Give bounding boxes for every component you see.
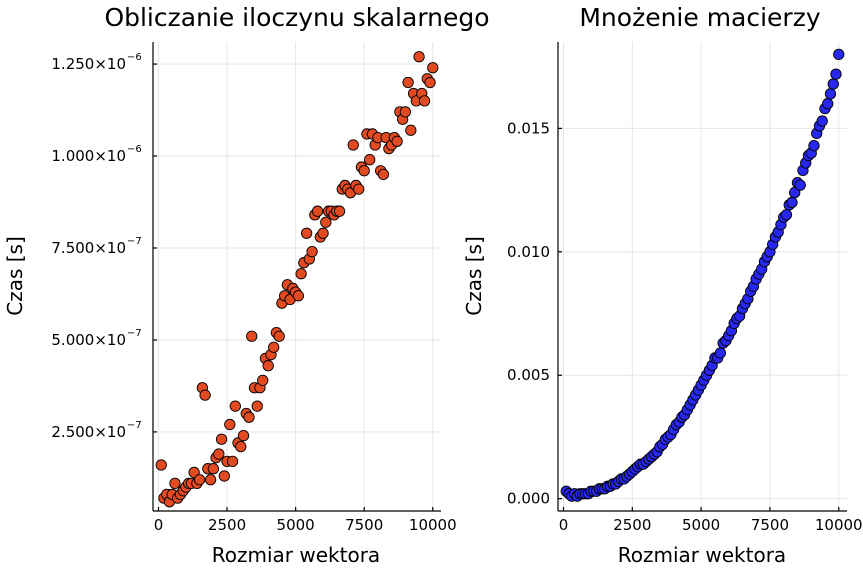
x-axis-label: Rozmiar wektora — [618, 543, 786, 567]
data-point — [262, 360, 274, 372]
data-point — [193, 474, 206, 486]
data-point — [235, 440, 247, 453]
y-axis-label: Czas [s] — [3, 236, 27, 316]
y-axis-label: Czas [s] — [462, 236, 486, 316]
y-tick-exponent: −6 — [127, 52, 142, 63]
data-point — [358, 165, 370, 177]
y-tick-label: 1.000×10 — [51, 147, 126, 165]
data-point — [268, 341, 280, 353]
panel-dot-product: Obliczanie iloczynu skalarnego Rozmiar w… — [3, 3, 490, 567]
data-point — [827, 78, 839, 90]
data-point — [251, 400, 263, 412]
data-point — [306, 246, 318, 258]
data-point — [424, 76, 436, 89]
x-tick-label: 2500 — [208, 516, 246, 534]
data-points — [155, 51, 439, 508]
axes — [152, 42, 441, 512]
data-point — [391, 135, 403, 147]
x-tick-label: 0 — [154, 516, 164, 534]
data-point — [418, 95, 431, 107]
x-axis-label: Rozmiar wektora — [212, 543, 380, 567]
y-tick-label: 0.010 — [507, 243, 550, 261]
y-tick-label: 0.000 — [507, 490, 550, 508]
data-point — [226, 455, 239, 467]
data-point — [204, 474, 217, 486]
data-points — [560, 48, 845, 502]
data-point — [311, 205, 324, 217]
data-point — [808, 140, 820, 152]
data-point — [413, 51, 425, 63]
data-point — [347, 139, 359, 151]
y-tick-exponent: −6 — [127, 144, 142, 155]
data-point — [377, 168, 390, 181]
data-point — [218, 470, 230, 482]
data-point — [295, 268, 307, 280]
data-point — [155, 459, 167, 471]
data-point — [246, 330, 258, 342]
data-point — [364, 154, 376, 166]
data-point — [405, 124, 417, 136]
data-point — [229, 400, 241, 412]
y-tick-label: 5.000×10 — [51, 331, 126, 349]
data-point — [207, 463, 219, 475]
data-point — [320, 216, 332, 228]
data-point — [824, 88, 837, 100]
data-point — [816, 115, 828, 127]
data-point — [292, 290, 305, 302]
y-tick-label: 0.005 — [507, 366, 550, 384]
x-tick-label: 10000 — [815, 516, 863, 534]
y-tick-label: 1.250×10 — [51, 55, 126, 73]
x-tick-label: 10000 — [409, 516, 457, 534]
data-point — [237, 429, 250, 442]
data-point — [169, 477, 181, 490]
data-point — [257, 374, 269, 387]
grid — [153, 42, 441, 511]
y-tick-label: 0.015 — [507, 119, 550, 137]
x-tick-label: 7500 — [345, 516, 383, 534]
data-point — [243, 411, 255, 423]
x-tick-label: 5000 — [277, 516, 315, 534]
data-point — [830, 68, 842, 80]
chart-title: Mnożenie macierzy — [579, 3, 820, 32]
data-point — [215, 433, 228, 445]
data-point — [794, 179, 806, 191]
y-tick-exponent: −7 — [127, 420, 142, 431]
data-point — [199, 389, 211, 401]
data-point — [300, 227, 313, 239]
grid — [558, 42, 847, 511]
y-tick-exponent: −7 — [127, 328, 142, 339]
data-point — [714, 347, 727, 359]
x-tick-label: 5000 — [682, 516, 720, 534]
panel-matrix-multiplication: Mnożenie macierzy Rozmiar wektora Czas [… — [462, 3, 863, 567]
data-point — [213, 448, 225, 460]
x-tick-label: 7500 — [751, 516, 789, 534]
data-point — [786, 196, 798, 209]
data-point — [273, 330, 285, 342]
x-tick-label: 2500 — [613, 516, 651, 534]
y-tick-label: 7.500×10 — [51, 239, 126, 257]
chart-title: Obliczanie iloczynu skalarnego — [104, 3, 489, 32]
data-point — [780, 209, 793, 221]
data-point — [224, 418, 236, 431]
data-point — [822, 98, 834, 110]
x-tick-label: 0 — [559, 516, 569, 534]
data-point — [353, 183, 365, 195]
data-point — [427, 62, 439, 74]
data-point — [333, 205, 346, 217]
y-tick-label: 2.500×10 — [51, 423, 126, 441]
data-point — [317, 227, 329, 239]
y-tick-exponent: −7 — [127, 236, 142, 247]
axes — [557, 42, 847, 512]
data-point — [833, 48, 845, 60]
data-point — [399, 106, 411, 118]
data-point — [402, 76, 414, 89]
tick-labels: 0 2500 5000 7500 10000 0.000 0.005 0.010 0.015 — [507, 119, 863, 534]
